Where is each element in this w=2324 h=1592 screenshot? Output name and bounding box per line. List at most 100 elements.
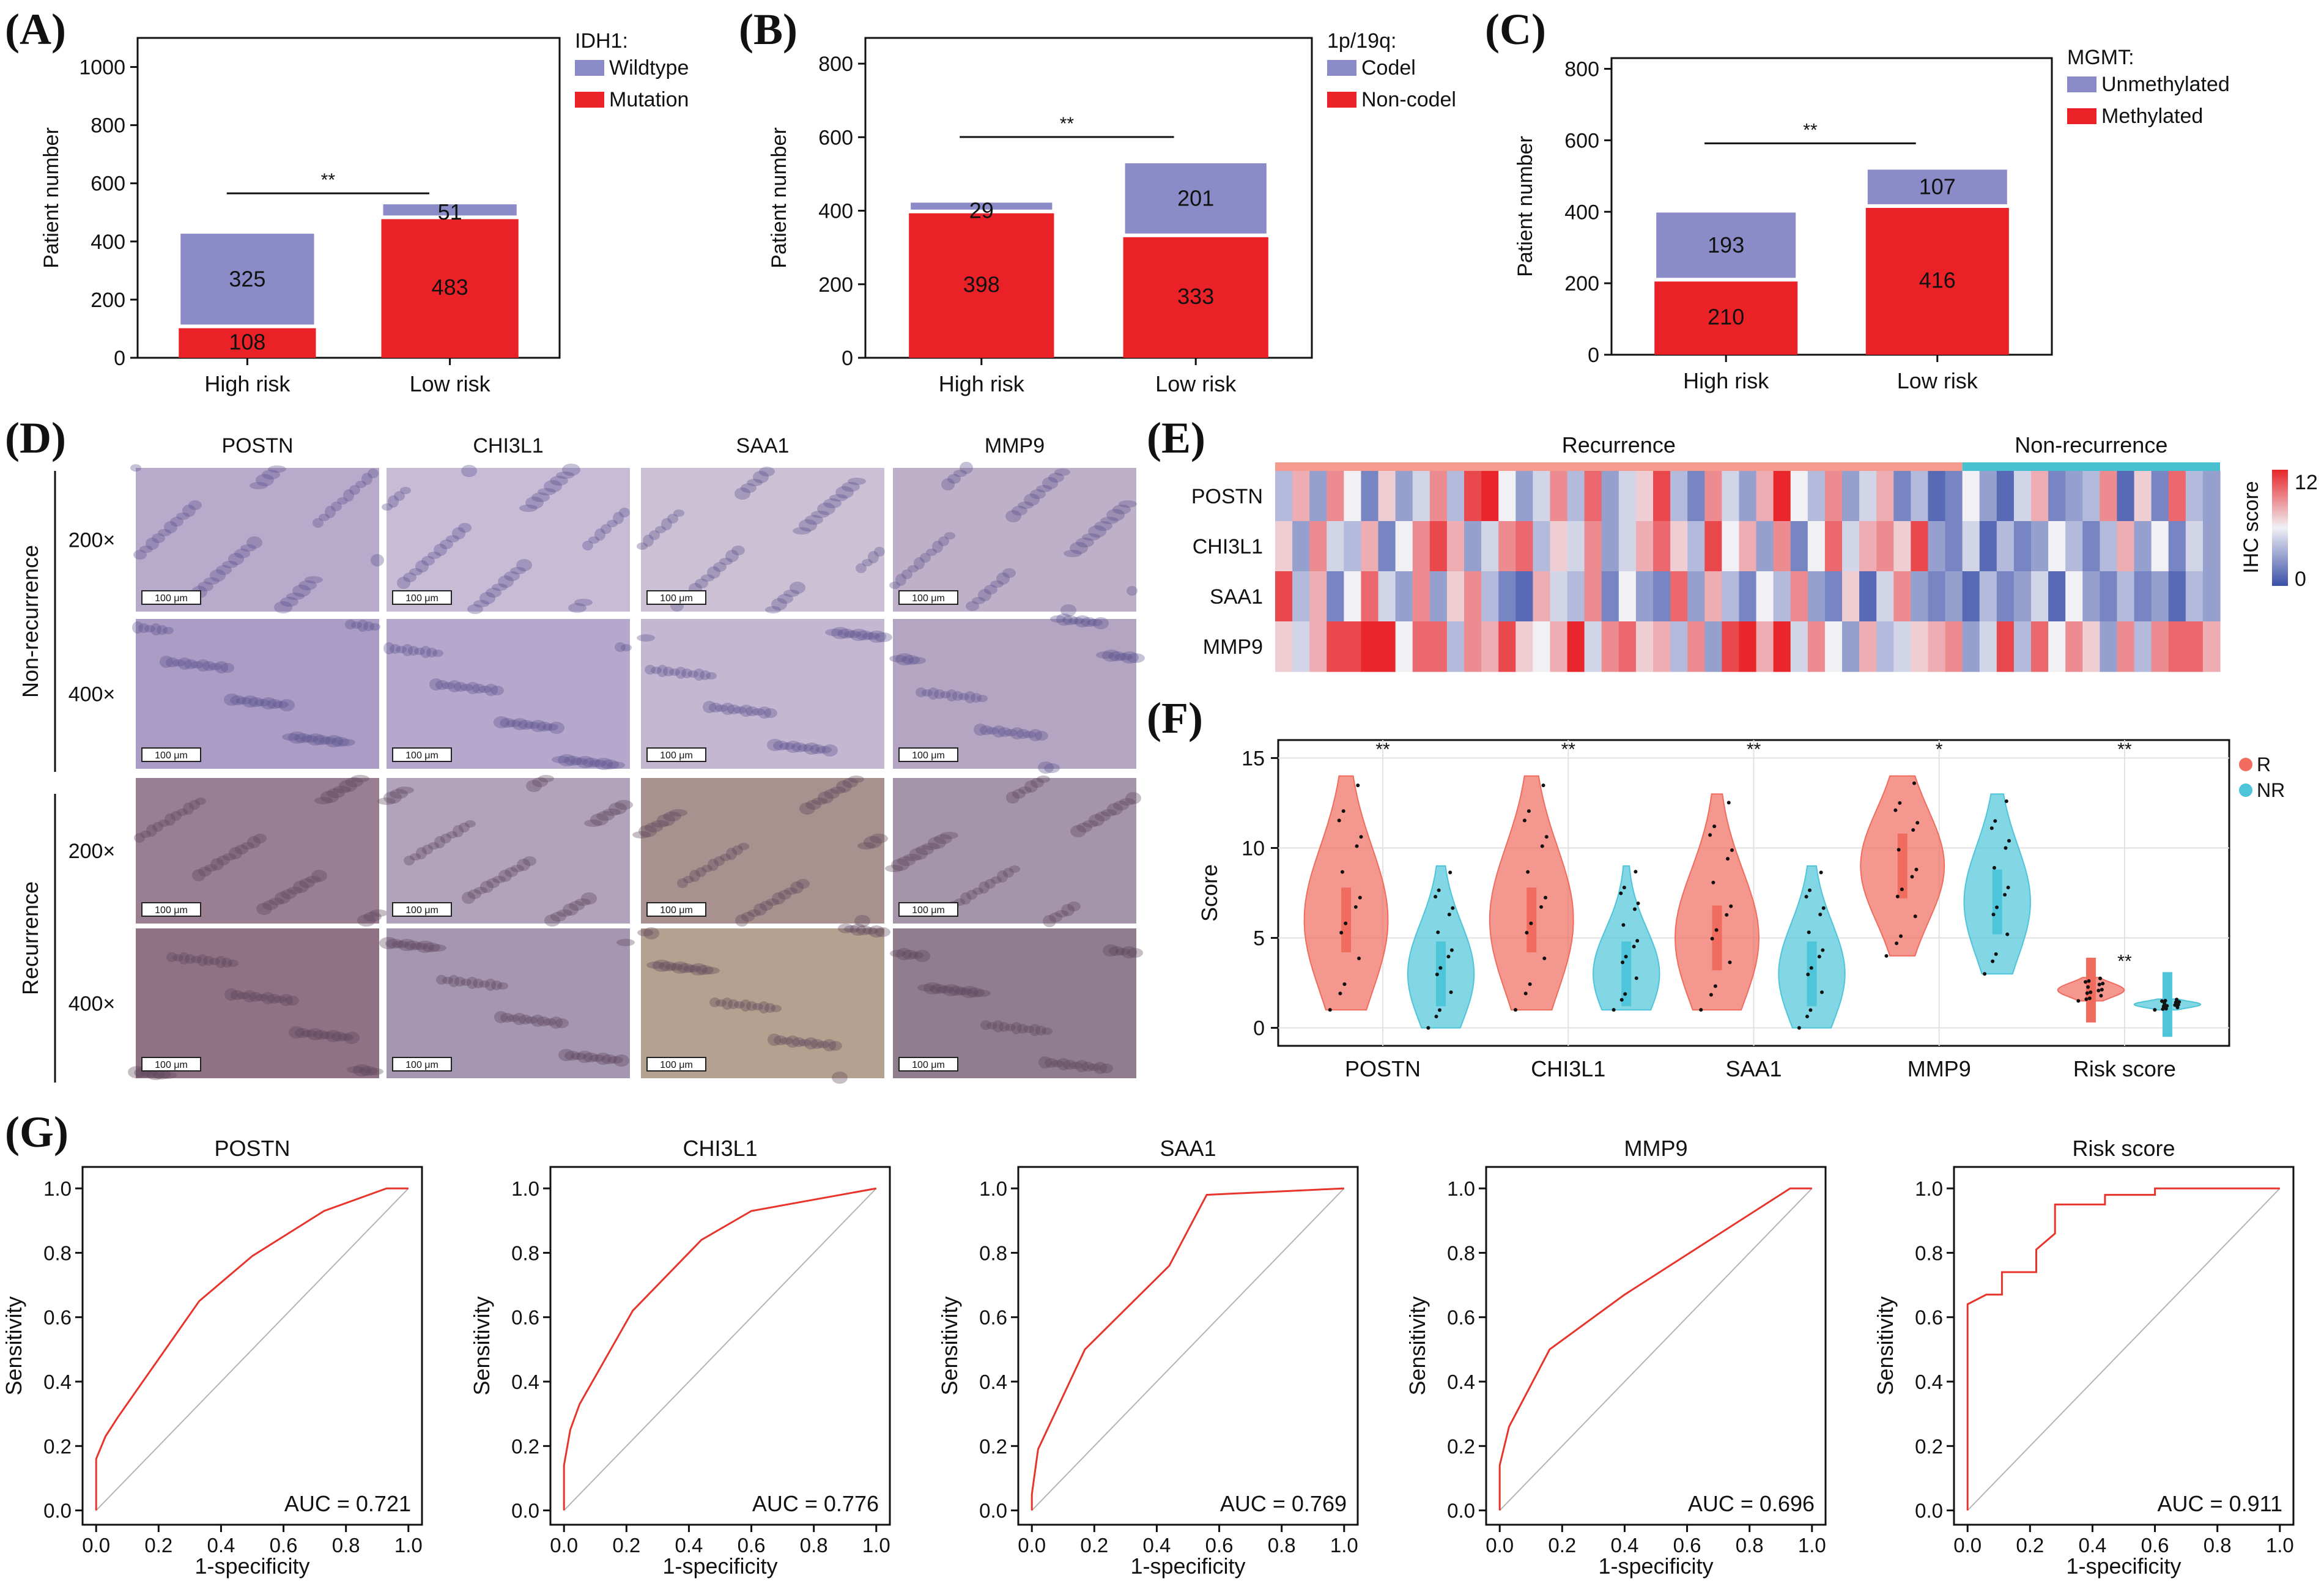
- data-point: [1910, 875, 1914, 879]
- heatmap-cell: [1292, 621, 1310, 672]
- ihc-cell: [1087, 1064, 1101, 1071]
- heatmap-cell: [1327, 521, 1344, 572]
- y-tick-label: 0.0: [1915, 1500, 1943, 1522]
- heatmap-cell: [2048, 521, 2066, 572]
- ihc-cell: [752, 708, 765, 716]
- ihc-cell: [1127, 948, 1143, 958]
- y-tick-label: 0.6: [43, 1306, 72, 1329]
- heatmap-row-label: POSTN: [1191, 485, 1263, 508]
- ihc-cell: [799, 802, 815, 815]
- y-tick-label: 5: [1253, 927, 1265, 950]
- ihc-cell: [492, 583, 508, 591]
- heatmap-cell: [1464, 471, 1482, 522]
- ihc-cell: [152, 1070, 171, 1079]
- ihc-cell: [536, 722, 552, 731]
- colorbar-title: IHC score: [2240, 481, 2263, 573]
- heatmap-cell: [2065, 471, 2083, 522]
- heatmap-cell: [1945, 621, 1963, 672]
- ihc-cell: [343, 489, 354, 502]
- ihc-cell: [458, 523, 472, 533]
- ihc-cell: [228, 553, 244, 565]
- heatmap-cell: [1412, 621, 1430, 672]
- ihc-cell: [355, 481, 366, 488]
- ihc-cell: [728, 999, 739, 1009]
- heatmap-cell: [1584, 521, 1602, 572]
- ihc-cell: [243, 990, 256, 1002]
- x-axis-label: 1-specificity: [1130, 1553, 1245, 1579]
- heatmap-cell: [1344, 621, 1362, 672]
- heatmap-cell: [1704, 471, 1722, 522]
- heatmap-cell: [1911, 571, 1929, 622]
- ihc-cell: [589, 1054, 605, 1062]
- ihc-cell: [1070, 542, 1088, 554]
- data-point: [1818, 913, 1823, 917]
- x-tick-label: 0.6: [738, 1534, 766, 1557]
- bar-value-label: 51: [438, 199, 462, 224]
- ihc-cell: [856, 631, 874, 640]
- ihc-cell: [823, 498, 842, 508]
- ihc-cell: [490, 686, 504, 695]
- ihc-cell: [607, 761, 625, 769]
- y-tick-label: 0: [114, 347, 125, 370]
- ihc-cell: [874, 632, 892, 642]
- heatmap-cell: [2168, 471, 2186, 522]
- ihc-cell: [179, 952, 190, 964]
- ihc-cell: [484, 684, 498, 696]
- y-axis-label: Patient number: [768, 127, 791, 268]
- data-point: [1807, 930, 1811, 935]
- data-point: [1915, 821, 1920, 825]
- ihc-cell: [818, 791, 834, 804]
- heatmap-cell: [1361, 471, 1379, 522]
- plot-frame-b: [864, 37, 1313, 359]
- panel-label-g: (G): [5, 1108, 68, 1157]
- ihc-cell: [575, 898, 591, 906]
- y-tick-label: 0.2: [43, 1435, 72, 1457]
- ihc-cell: [1100, 1064, 1113, 1073]
- ihc-cell: [891, 859, 909, 871]
- ihc-cell: [889, 655, 908, 662]
- ihc-cell: [1063, 1060, 1076, 1070]
- ihc-cell: [262, 900, 278, 910]
- ihc-cell: [637, 634, 655, 642]
- ihc-cell: [928, 687, 939, 700]
- ihc-cell: [196, 659, 210, 672]
- x-tick-label: POSTN: [1345, 1056, 1421, 1081]
- ihc-cell: [549, 1016, 563, 1029]
- heatmap-cell: [1687, 571, 1705, 622]
- heatmap-cell: [1515, 571, 1533, 622]
- data-point: [1991, 913, 1996, 917]
- auc-label: AUC = 0.776: [752, 1491, 879, 1516]
- ihc-cell: [797, 744, 813, 752]
- heatmap-cell: [1653, 621, 1671, 672]
- heatmap-cell: [2185, 621, 2204, 672]
- auc-label: AUC = 0.696: [1688, 1491, 1815, 1516]
- ihc-cell: [306, 733, 325, 746]
- ihc-cell: [1011, 1022, 1022, 1034]
- ihc-cell: [1005, 1024, 1016, 1031]
- ihc-cell: [383, 791, 402, 804]
- heatmap-cell: [1722, 621, 1740, 672]
- ihc-cell: [409, 568, 423, 576]
- ihc-cell: [903, 854, 922, 861]
- ihc-cell: [601, 760, 619, 769]
- ihc-cell: [960, 462, 973, 474]
- heatmap-cell: [1275, 621, 1293, 672]
- heatmap-cell: [1327, 621, 1344, 672]
- heatmap-cell: [1842, 471, 1860, 522]
- ihc-cell: [643, 927, 659, 939]
- data-point: [1636, 902, 1640, 906]
- heatmap-cell: [2031, 571, 2049, 622]
- heatmap-cell: [1412, 521, 1430, 572]
- ihc-cell: [416, 847, 427, 859]
- ihc-cell: [164, 521, 177, 533]
- ihc-cell: [732, 845, 743, 855]
- ihc-cell: [681, 668, 692, 678]
- ihc-cell: [204, 577, 220, 585]
- ihc-cell: [516, 559, 532, 571]
- heatmap-cell: [1945, 471, 1963, 522]
- data-point: [2161, 1007, 2165, 1011]
- heatmap-cell: [1464, 571, 1482, 622]
- heatmap-cell: [1996, 571, 2015, 622]
- data-point: [2087, 996, 2092, 1001]
- data-point: [1339, 931, 1344, 935]
